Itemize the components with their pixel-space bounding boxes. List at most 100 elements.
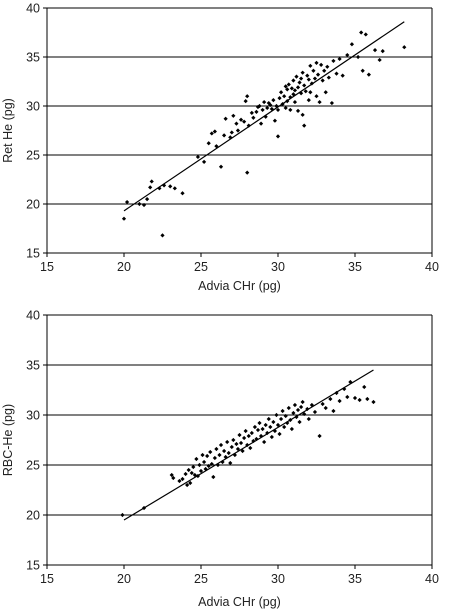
data-point: [246, 433, 251, 439]
data-point: [263, 114, 268, 119]
data-point: [325, 64, 330, 69]
data-point: [160, 233, 165, 238]
data-point: [377, 57, 382, 63]
data-point: [288, 95, 293, 100]
data-point: [121, 216, 127, 221]
x-tick-label: 20: [117, 260, 131, 274]
data-point: [292, 88, 298, 93]
y-tick-label: 25: [26, 149, 40, 163]
data-point: [268, 102, 273, 108]
data-point: [317, 99, 322, 105]
data-point: [286, 405, 291, 411]
y-tick-label: 15: [26, 559, 40, 573]
data-point: [186, 467, 191, 473]
data-point: [234, 441, 239, 447]
data-point: [252, 424, 257, 430]
data-point: [326, 75, 331, 80]
data-point: [260, 107, 265, 113]
x-tick-label: 20: [117, 572, 131, 586]
data-point: [334, 390, 339, 396]
data-point: [285, 420, 290, 426]
data-point: [248, 445, 253, 451]
data-point: [238, 440, 244, 446]
data-point: [288, 417, 293, 423]
data-point: [234, 121, 239, 126]
data-point: [269, 106, 274, 112]
data-point: [257, 420, 262, 426]
data-point: [348, 379, 353, 385]
x-axis-title: Advia CHr (pg): [198, 595, 281, 609]
x-tick-label: 15: [40, 572, 54, 586]
data-point: [306, 98, 311, 103]
data-point: [269, 434, 274, 440]
y-tick-label: 30: [26, 100, 40, 114]
data-point: [195, 473, 201, 479]
data-point: [294, 74, 299, 79]
data-point: [141, 505, 147, 511]
data-point: [306, 416, 311, 422]
data-point: [309, 402, 314, 408]
data-point: [258, 121, 264, 126]
data-point: [218, 442, 224, 448]
data-point: [278, 416, 284, 422]
data-point: [218, 164, 224, 169]
x-tick-label: 25: [194, 572, 208, 586]
data-point: [292, 99, 298, 105]
data-point: [372, 48, 378, 53]
data-point: [282, 424, 287, 430]
data-point: [243, 428, 248, 434]
data-point: [265, 430, 270, 436]
data-point: [251, 115, 256, 120]
y-axis-title: RBC-He (pg): [1, 404, 15, 476]
y-tick-label: 15: [26, 247, 40, 261]
data-point: [366, 72, 371, 77]
data-point: [254, 109, 259, 114]
data-point: [289, 86, 294, 91]
data-point: [300, 399, 305, 405]
data-point: [283, 105, 288, 111]
data-point: [295, 85, 301, 90]
data-point: [240, 448, 245, 454]
data-point: [120, 512, 125, 518]
data-point: [254, 436, 259, 442]
data-point: [312, 76, 318, 81]
data-point: [334, 71, 339, 76]
data-point: [311, 68, 316, 73]
data-point: [328, 396, 333, 402]
data-point: [299, 404, 304, 410]
data-point: [272, 118, 278, 123]
data-point: [323, 90, 328, 95]
data-point: [191, 464, 196, 470]
data-point: [249, 430, 254, 436]
data-point: [282, 94, 287, 99]
data-point: [320, 78, 325, 83]
data-point: [124, 199, 130, 205]
data-point: [305, 406, 310, 412]
data-point: [295, 108, 301, 113]
data-point: [211, 474, 216, 480]
data-point: [245, 442, 250, 448]
data-point: [206, 141, 211, 146]
data-point: [208, 449, 213, 455]
data-point: [217, 452, 222, 458]
y-tick-label: 30: [26, 409, 40, 423]
data-point: [345, 52, 350, 58]
data-point: [228, 460, 233, 466]
y-axis-title: Ret He (pg): [1, 98, 15, 163]
data-point: [189, 470, 194, 476]
x-tick-label: 40: [425, 572, 439, 586]
data-point: [312, 409, 318, 415]
data-point: [235, 446, 241, 452]
data-point: [317, 433, 322, 439]
data-point: [274, 103, 279, 109]
data-point: [157, 186, 162, 191]
data-point: [141, 202, 147, 208]
data-point: [222, 448, 227, 454]
x-axis-title: Advia CHr (pg): [198, 279, 281, 293]
data-point: [300, 112, 305, 117]
data-point: [331, 408, 336, 414]
data-point: [209, 461, 214, 467]
data-point: [380, 49, 385, 54]
data-point: [283, 84, 288, 89]
data-point: [206, 463, 211, 469]
